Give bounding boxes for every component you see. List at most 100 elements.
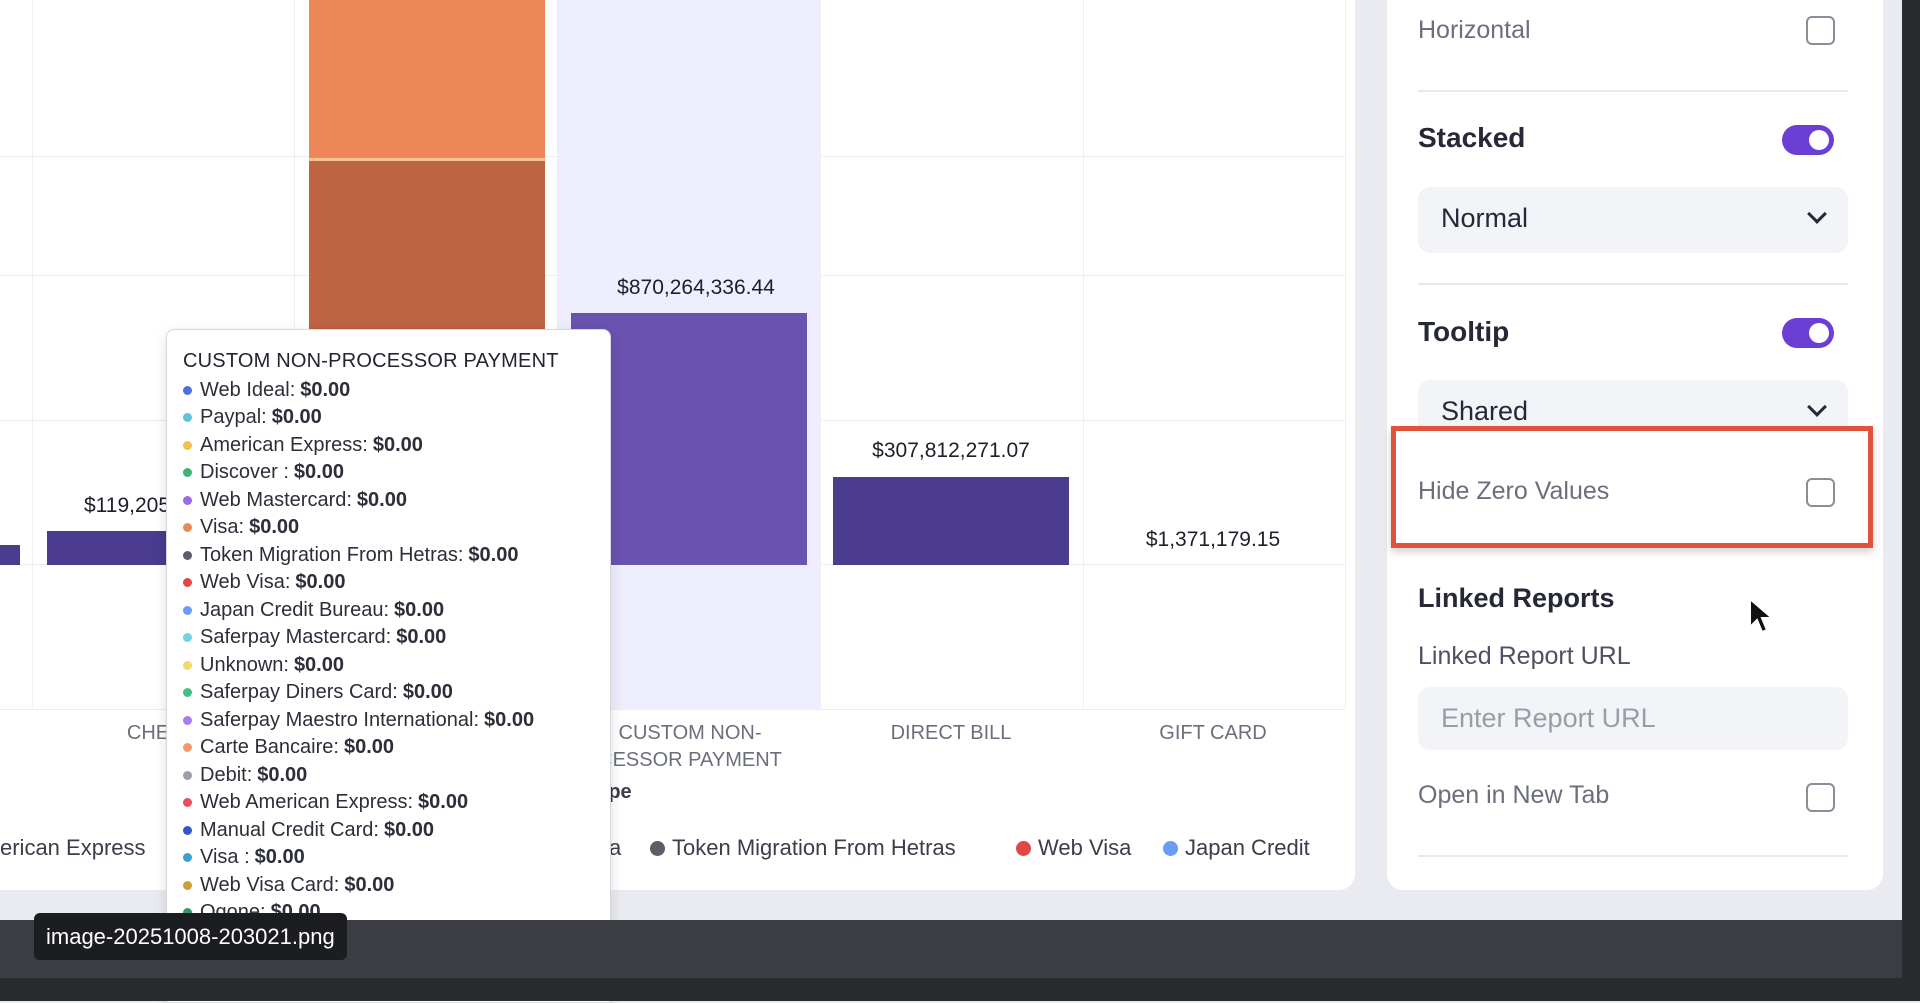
stacked-toggle[interactable] xyxy=(1782,125,1834,155)
x-axis-label: DIRECT BILL xyxy=(890,722,1012,744)
series-dot xyxy=(183,880,192,890)
chart-bar[interactable] xyxy=(833,477,1069,565)
tooltip-row-value: $0.00 xyxy=(293,653,344,676)
tooltip-row: Visa : $0.00 xyxy=(183,845,305,871)
linked-reports-title: Linked Reports xyxy=(1418,583,1615,613)
tooltip-row: Carte Bancaire: $0.00 xyxy=(183,735,394,761)
grid-vline xyxy=(1083,0,1084,709)
legend-item[interactable]: Token Migration From Hetras xyxy=(650,835,956,861)
x-axis-label: GIFT CARD xyxy=(1159,722,1267,744)
tooltip-row: Manual Credit Card: $0.00 xyxy=(183,817,434,843)
tooltip-row-value: $0.00 xyxy=(257,763,308,786)
tooltip-row: Web Mastercard: $0.00 xyxy=(183,487,407,513)
series-dot xyxy=(183,908,192,917)
open-new-tab-checkbox[interactable] xyxy=(1806,783,1835,812)
tooltip-row: Unknown: $0.00 xyxy=(183,652,344,678)
divider xyxy=(1418,855,1848,857)
tooltip-row: Discover : $0.00 xyxy=(183,460,344,486)
bar-value-label: $119,205 xyxy=(83,494,171,517)
hide-zero-label: Hide Zero Values xyxy=(1418,477,1610,505)
tooltip-row: Web Visa Card: $0.00 xyxy=(183,872,394,898)
tooltip-row-value: $0.00 xyxy=(344,873,395,896)
tooltip-row-label: Web Ideal: xyxy=(200,378,296,401)
legend-item-label: erican Express xyxy=(0,835,146,860)
chevron-down-icon xyxy=(1807,204,1827,224)
tooltip-mode-value: Shared xyxy=(1441,396,1529,426)
series-dot xyxy=(183,440,192,450)
chart-bar[interactable] xyxy=(0,545,20,565)
legend-item[interactable]: Web Visa xyxy=(1016,835,1131,861)
tooltip-row-label: Visa : xyxy=(200,846,250,868)
legend-dot xyxy=(1016,840,1031,856)
series-dot xyxy=(183,495,192,505)
file-name-chip[interactable]: image-20251008-203021.png xyxy=(34,913,347,960)
tooltip-row-label: Carte Bancaire: xyxy=(200,736,339,758)
series-dot xyxy=(183,385,192,395)
bar-value-label: $870,264,336.44 xyxy=(617,276,775,299)
tooltip-row-label: Web Visa Card: xyxy=(200,873,340,896)
open-new-tab-label: Open in New Tab xyxy=(1418,781,1610,809)
tooltip-row-value: $0.00 xyxy=(295,571,346,593)
window-edge xyxy=(1902,0,1920,1001)
chart-bar-separator xyxy=(309,158,545,161)
tooltip-title: CUSTOM NON-PROCESSOR PAYMENT xyxy=(183,350,559,372)
tooltip-row: Token Migration From Hetras: $0.00 xyxy=(183,542,518,568)
tooltip-row-value: $0.00 xyxy=(343,736,395,758)
series-dot xyxy=(183,550,192,560)
chart-bar-segment[interactable] xyxy=(309,161,545,331)
tooltip-row-value: $0.00 xyxy=(249,516,300,538)
tooltip-row-value: $0.00 xyxy=(356,488,407,511)
mouse-cursor-icon xyxy=(1749,597,1774,634)
tooltip-row: Web Ideal: $0.00 xyxy=(183,377,350,403)
legend-item-label: Web Visa xyxy=(1038,835,1132,860)
tooltip-row-value: $0.00 xyxy=(418,791,469,813)
divider xyxy=(1418,90,1848,92)
grid-vline xyxy=(820,0,821,709)
tooltip-row-value: $0.00 xyxy=(383,818,435,841)
tooltip-row-label: Web American Express: xyxy=(200,791,414,813)
tooltip-mode-select[interactable]: Shared xyxy=(1418,380,1848,426)
tooltip-row: Saferpay Diners Card: $0.00 xyxy=(183,680,453,706)
x-axis-label: CESSOR PAYMENT xyxy=(598,749,782,771)
chart-bar[interactable] xyxy=(47,531,167,565)
legend-item[interactable]: erican Express xyxy=(0,835,146,861)
stacked-title: Stacked xyxy=(1418,122,1526,153)
tooltip-row-value: $0.00 xyxy=(254,846,305,868)
chart-tooltip: CUSTOM NON-PROCESSOR PAYMENT Web Ideal: $… xyxy=(166,329,611,1003)
linked-report-url-input[interactable] xyxy=(1418,687,1848,750)
tooltip-row-label: Paypal: xyxy=(200,406,267,428)
series-dot xyxy=(183,578,192,587)
tooltip-row-label: Discover : xyxy=(200,461,289,483)
series-dot xyxy=(183,468,192,477)
tooltip-row-label: Web Mastercard: xyxy=(200,488,352,511)
annotation-highlight-box xyxy=(1391,426,1873,548)
tooltip-row-label: Token Migration From Hetras: xyxy=(200,543,464,566)
tooltip-row-value: $0.00 xyxy=(402,681,453,703)
series-dot xyxy=(183,633,192,642)
tooltip-row: Japan Credit Bureau: $0.00 xyxy=(183,597,444,623)
tooltip-toggle[interactable] xyxy=(1782,318,1834,348)
stacked-mode-select[interactable]: Normal xyxy=(1418,187,1848,253)
horizontal-label: Horizontal xyxy=(1418,16,1531,44)
tooltip-row: Saferpay Maestro International: $0.00 xyxy=(183,707,534,733)
chart-bar-segment[interactable] xyxy=(309,0,545,160)
series-dot xyxy=(183,413,192,422)
tooltip-row: Web American Express: $0.00 xyxy=(183,790,468,816)
x-axis-line xyxy=(0,709,1345,710)
bar-value-label: $1,371,179.15 xyxy=(1145,528,1281,551)
x-axis-label: CUSTOM NON- xyxy=(618,722,762,744)
tooltip-row-value: $0.00 xyxy=(484,708,535,731)
series-dot xyxy=(183,743,192,752)
series-dot xyxy=(183,523,192,532)
tooltip-row-label: Saferpay Diners Card: xyxy=(200,681,398,703)
hide-zero-checkbox[interactable] xyxy=(1806,478,1835,507)
legend-item[interactable]: a xyxy=(609,835,621,861)
horizontal-checkbox[interactable] xyxy=(1806,16,1835,45)
bottom-strip xyxy=(0,978,1920,1001)
chevron-down-icon xyxy=(1807,397,1827,417)
series-dot xyxy=(183,770,192,780)
legend-item[interactable]: Japan Credit xyxy=(1163,835,1310,861)
tooltip-row-value: $0.00 xyxy=(396,626,447,648)
tooltip-row: Saferpay Mastercard: $0.00 xyxy=(183,625,446,651)
